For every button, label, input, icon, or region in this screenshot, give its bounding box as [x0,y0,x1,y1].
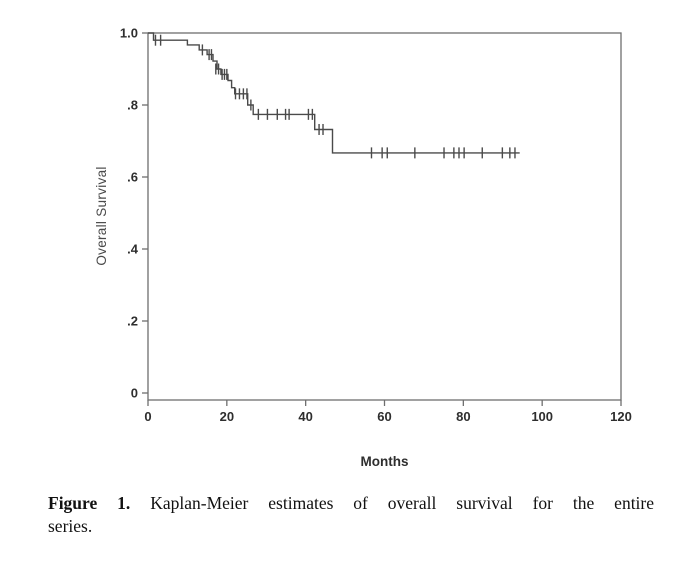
y-tick-label: 0 [131,386,138,401]
caption-line-1: Figure 1. Kaplan-Meier estimates of over… [48,492,654,515]
plot-frame [147,32,622,401]
y-tick-label: 1.0 [120,26,138,41]
x-axis-title: Months [361,454,409,469]
x-tick-label: 80 [456,409,470,424]
caption-text-line1: Kaplan-Meier estimates of overall surviv… [150,493,655,513]
caption-text-line2: series. [48,516,93,536]
x-tick-label: 120 [610,409,632,424]
x-tick-label: 60 [377,409,391,424]
y-tick-label: .6 [127,170,138,185]
y-tick-label: .4 [127,242,139,257]
y-tick-label: .8 [127,98,138,113]
figure-caption: Figure 1. Kaplan-Meier estimates of over… [48,492,654,538]
y-tick-label: .2 [127,314,138,329]
km-survival-chart: 1.0 .8 .6 .4 .2 00 20 40 60 80 100 120 Months Overall… [94,26,632,470]
x-tick-label: 0 [144,409,151,424]
x-tick-label: 40 [298,409,312,424]
survival-curve [148,32,520,154]
y-axis-title: Overall Survival [94,166,109,265]
x-tick-label: 100 [531,409,553,424]
x-tick-label: 20 [220,409,234,424]
caption-label: Figure 1. [48,493,131,513]
